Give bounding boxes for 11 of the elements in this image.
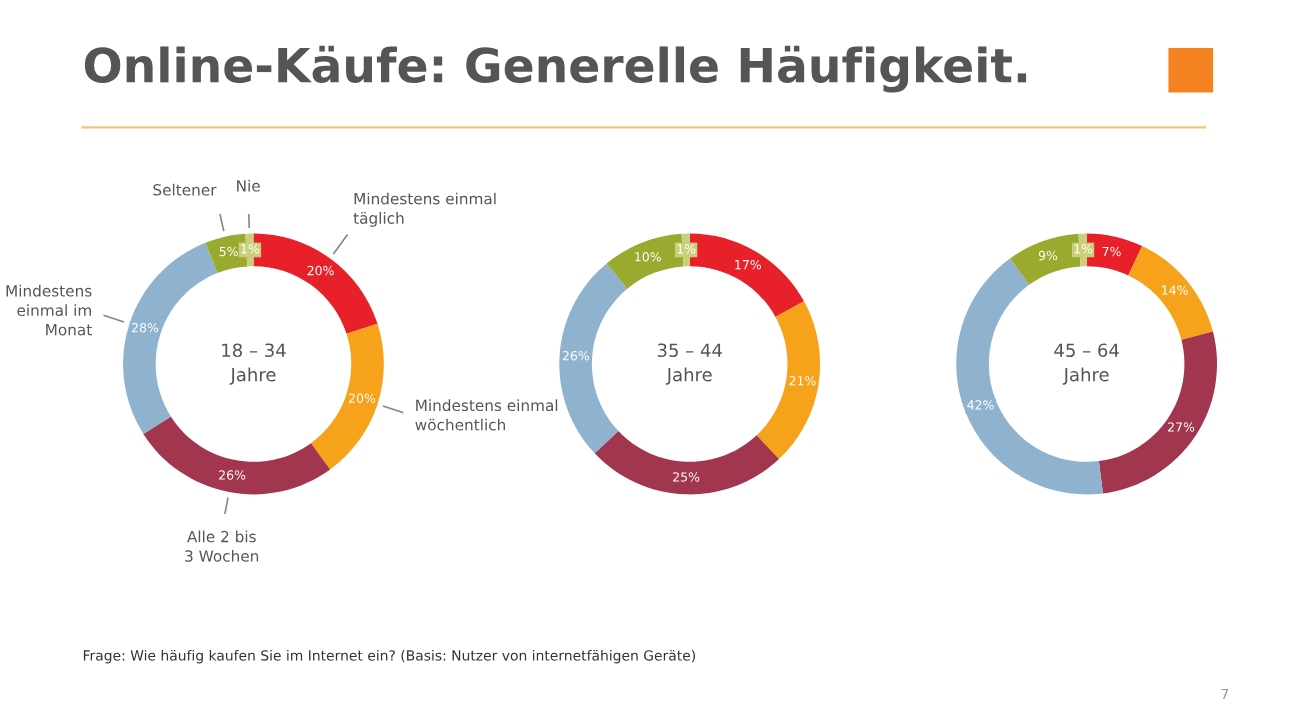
donut-slice <box>594 430 779 495</box>
text: 45 – 64 Jahre <box>1054 343 1119 385</box>
text: 35 – 44 Jahre <box>657 343 722 385</box>
donut-slice <box>559 263 628 454</box>
donut-slice <box>123 242 218 434</box>
donut-slice <box>756 301 821 460</box>
donut-slice <box>310 323 384 470</box>
donut-slice <box>1128 246 1213 340</box>
donut-slice <box>143 416 331 495</box>
text: 18 – 34 Jahre <box>222 343 286 385</box>
chart-title: Online-Käufe: Generelle Häufigkeit. <box>84 45 1027 93</box>
